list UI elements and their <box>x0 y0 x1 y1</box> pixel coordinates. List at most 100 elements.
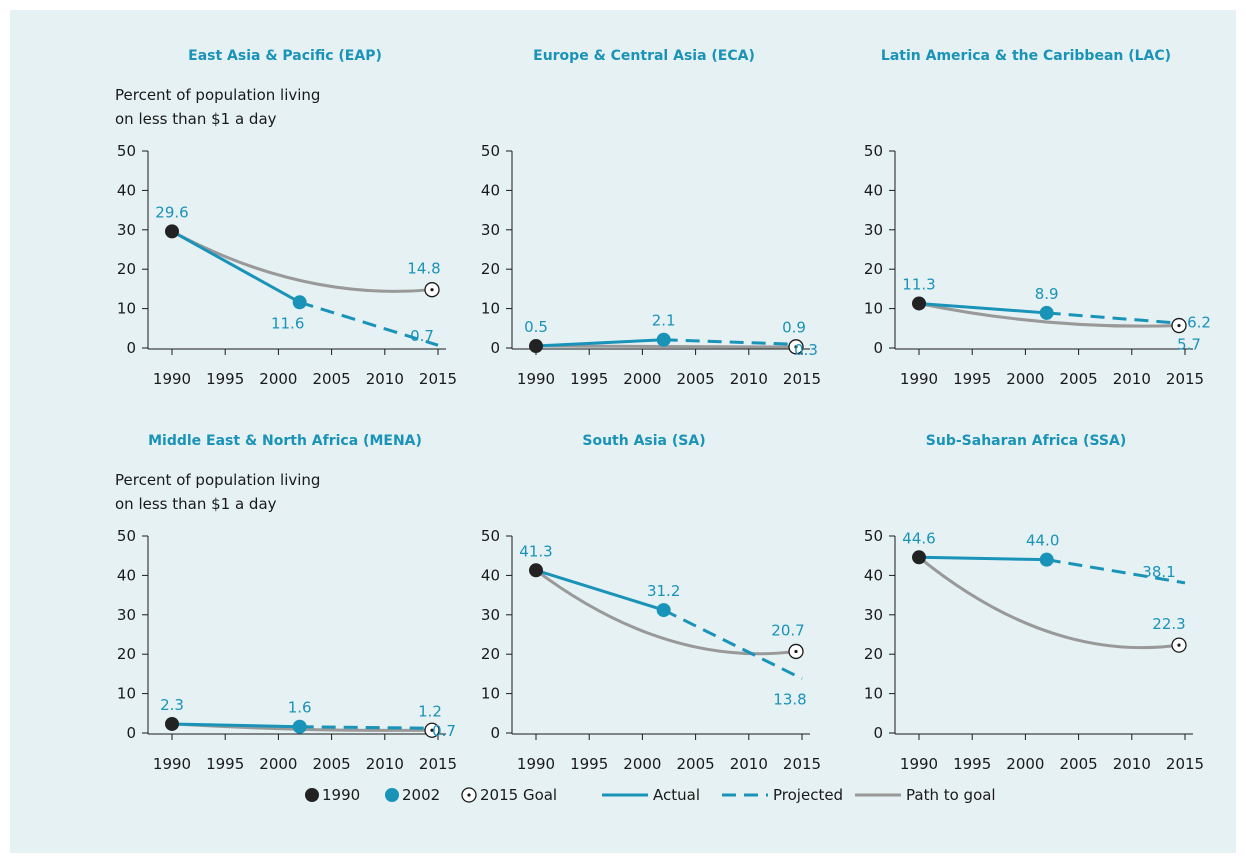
projected-line <box>1046 558 1186 585</box>
y-tick-label: 10 <box>864 300 883 318</box>
x-tick-label: 1995 <box>206 370 244 388</box>
x-tick-label: 2005 <box>313 755 351 773</box>
y-tick-label: 50 <box>117 142 136 160</box>
x-tick-label: 2015 <box>783 755 821 773</box>
data-label-projected: 38.1 <box>1142 563 1175 581</box>
legend-2002-icon <box>385 788 399 802</box>
marker-goal-dot <box>794 345 798 349</box>
x-tick-label: 2005 <box>1060 755 1098 773</box>
marker-2002 <box>1039 552 1054 567</box>
data-label-projected: 0.9 <box>782 318 806 336</box>
legend: 1990 2002 2015 Goal Actual Projected Path to … <box>305 786 996 804</box>
actual-line <box>918 555 1047 562</box>
legend-2002-label: 2002 <box>402 786 440 804</box>
data-label-1990: 11.3 <box>902 275 935 293</box>
path-to-goal-line <box>918 302 1180 328</box>
y-tick-label: 40 <box>117 566 136 584</box>
projected-line <box>1046 311 1186 326</box>
panel-title: East Asia & Pacific (EAP) <box>188 48 382 64</box>
y-tick-label: 10 <box>117 685 136 703</box>
x-tick-label: 2015 <box>419 370 457 388</box>
x-tick-label: 2015 <box>1166 370 1204 388</box>
marker-2002 <box>656 603 671 618</box>
y-tick-label: 0 <box>873 724 883 742</box>
legend-projected-label: Projected <box>773 786 843 804</box>
marker-1990 <box>529 563 543 578</box>
marker-goal-dot <box>1177 323 1181 328</box>
marker-goal-dot <box>794 649 798 654</box>
data-label-2002: 8.9 <box>1035 285 1059 303</box>
path-to-goal-line <box>535 344 797 349</box>
actual-line <box>535 338 664 348</box>
x-tick-label: 2000 <box>623 370 661 388</box>
y-tick-label: 20 <box>117 260 136 278</box>
y-tick-label: 50 <box>481 142 500 160</box>
x-tick-label: 1995 <box>570 370 608 388</box>
x-tick-label: 1990 <box>153 370 191 388</box>
marker-goal-dot <box>1177 643 1181 647</box>
marker-2002 <box>656 332 671 347</box>
x-tick-label: 2000 <box>259 370 297 388</box>
data-label-1990: 29.6 <box>155 203 188 221</box>
data-label-1990: 0.5 <box>524 318 548 336</box>
x-tick-label: 2005 <box>677 755 715 773</box>
y-tick-label: 20 <box>864 260 883 278</box>
x-tick-label: 2005 <box>677 370 715 388</box>
x-tick-label: 2015 <box>1166 755 1204 773</box>
y-tick-label: 0 <box>126 724 136 742</box>
data-label-1990: 41.3 <box>519 542 552 560</box>
y-tick-label: 50 <box>481 527 500 545</box>
marker-2002 <box>292 719 307 734</box>
y-tick-label: 50 <box>864 142 883 160</box>
y-tick-label: 10 <box>481 300 500 318</box>
data-label-2002: 44.0 <box>1026 532 1059 550</box>
x-tick-label: 2000 <box>1006 755 1044 773</box>
marker-goal-dot <box>430 728 434 732</box>
marker-1990 <box>165 224 179 239</box>
y-axis-label: Percent of population living <box>115 471 320 489</box>
x-tick-label: 2015 <box>783 370 821 388</box>
y-axis-label: on less than $1 a day <box>115 495 277 513</box>
data-label-projected: 13.8 <box>773 691 806 709</box>
projected-line <box>663 608 803 680</box>
data-label-goal: 5.7 <box>1177 336 1201 354</box>
y-tick-label: 0 <box>126 339 136 357</box>
y-tick-label: 30 <box>481 606 500 624</box>
data-label-goal: 0.3 <box>794 341 818 359</box>
panel-title: Latin America & the Caribbean (LAC) <box>881 48 1171 64</box>
x-tick-label: 2010 <box>1113 370 1151 388</box>
data-label-projected: 6.2 <box>1187 314 1211 332</box>
panel-title: South Asia (SA) <box>582 433 705 449</box>
y-tick-label: 10 <box>117 300 136 318</box>
y-tick-label: 30 <box>117 606 136 624</box>
x-tick-label: 1995 <box>953 755 991 773</box>
legend-1990-icon <box>305 788 319 802</box>
panel-4: Middle East & North Africa (MENA) Percent… <box>115 433 457 773</box>
y-tick-label: 0 <box>490 339 500 357</box>
marker-1990 <box>165 716 179 731</box>
x-tick-label: 2010 <box>730 755 768 773</box>
x-tick-label: 1990 <box>517 370 555 388</box>
x-tick-label: 2010 <box>366 370 404 388</box>
data-label-2002: 11.6 <box>271 314 304 332</box>
data-label-goal: 0.7 <box>432 722 456 740</box>
x-tick-label: 2000 <box>1006 370 1044 388</box>
marker-1990 <box>912 296 926 311</box>
data-label-projected: 0.7 <box>410 327 434 345</box>
x-tick-label: 1990 <box>900 370 938 388</box>
y-tick-label: 10 <box>864 685 883 703</box>
legend-goal-dot <box>467 793 471 797</box>
data-label-2002: 1.6 <box>288 699 312 717</box>
projected-line <box>663 338 803 346</box>
panel-3: Latin America & the Caribbean (LAC) 0 10 20… <box>864 48 1211 388</box>
y-tick-label: 40 <box>481 181 500 199</box>
marker-1990 <box>529 339 543 354</box>
y-axis-label: Percent of population living <box>115 86 320 104</box>
path-to-goal-line <box>171 230 433 293</box>
data-label-1990: 2.3 <box>160 696 184 714</box>
data-label-goal: 20.7 <box>771 621 804 639</box>
marker-2002 <box>292 295 307 310</box>
x-tick-label: 2000 <box>259 755 297 773</box>
y-tick-label: 50 <box>117 527 136 545</box>
figure-svg: East Asia & Pacific (EAP) Percent of popu… <box>115 48 1211 804</box>
